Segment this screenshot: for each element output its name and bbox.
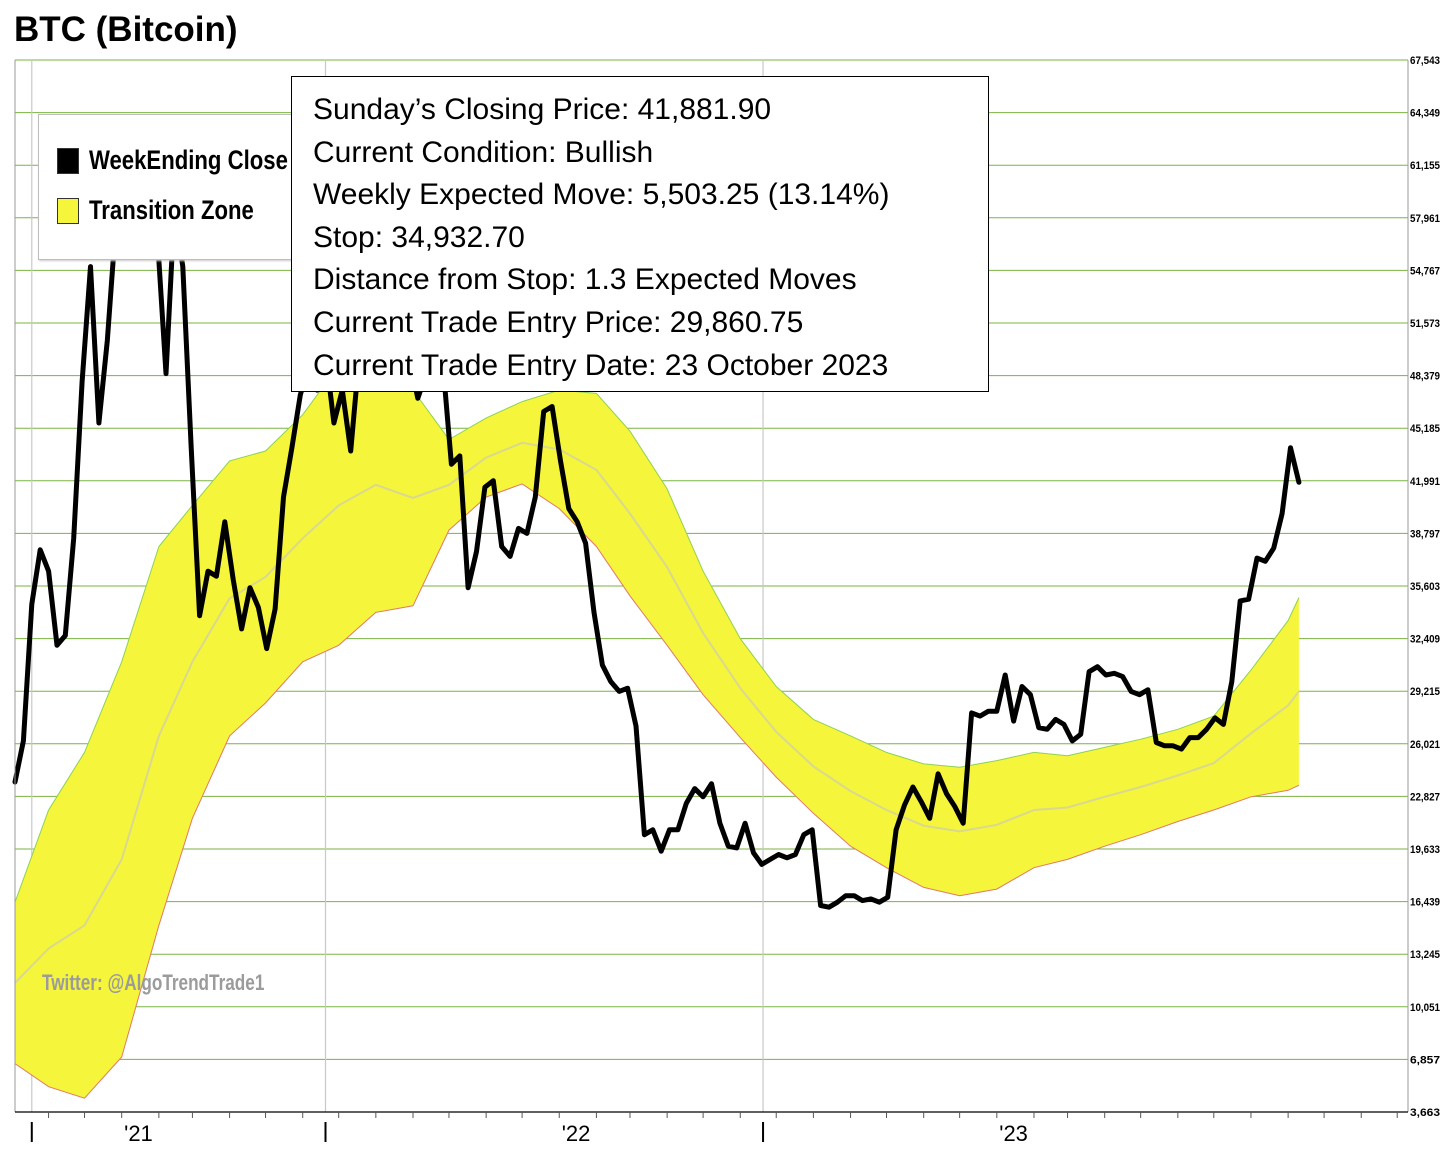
y-tick-label: 26,021 [1410,739,1440,751]
y-tick-label: 6,857 [1410,1054,1440,1066]
y-tick-label: 3,663 [1410,1107,1440,1119]
y-tick-label: 19,633 [1410,844,1440,856]
legend-swatch-zone [57,197,79,224]
y-tick-label: 32,409 [1410,634,1440,646]
y-tick-label: 57,961 [1410,213,1440,225]
y-tick-label: 13,245 [1410,949,1440,961]
y-tick-label: 38,797 [1410,528,1440,540]
y-tick-label: 41,991 [1410,476,1440,488]
y-tick-label: 51,573 [1410,318,1440,330]
weekending-close-series [12,181,1302,910]
watermark-text: Twitter: @AlgoTrendTrade1 [42,970,265,995]
info-stop: Stop: 34,932.70 [313,220,525,254]
y-tick-label: 64,349 [1410,108,1440,120]
y-tick-label: 54,767 [1410,265,1440,277]
legend-label-close: WeekEnding Close [89,145,288,175]
y-tick-label: 29,215 [1410,686,1440,698]
y-tick-label: 16,439 [1410,897,1440,909]
info-panel: Sunday’s Closing Price: 41,881.90 Curren… [291,76,989,392]
y-tick-label: 67,543 [1410,55,1440,67]
x-tick-label: '21 [124,1121,153,1146]
transition-zone-area [15,357,1299,1099]
y-tick-label: 10,051 [1410,1002,1440,1014]
chart-title: BTC (Bitcoin) [14,10,238,49]
y-tick-label: 48,379 [1410,371,1440,383]
transition-zone-band [14,356,1300,1099]
transition-zone-lower-edge [14,483,1300,1099]
legend-item-zone: Transition Zone [57,195,290,226]
x-tick-label: '22 [562,1121,591,1146]
legend: WeekEnding Close Transition Zone [38,114,298,260]
legend-swatch-close [57,147,79,174]
transition-zone-upper-edge [14,356,1300,903]
info-closing-price: Sunday’s Closing Price: 41,881.90 [313,93,772,126]
y-tick-label: 61,155 [1410,160,1440,172]
y-tick-label: 45,185 [1410,423,1440,435]
y-tick-label: 35,603 [1410,581,1440,593]
x-tick-label: '23 [999,1121,1028,1146]
info-entry-date: Current Trade Entry Date: 23 October 202… [313,348,889,382]
axes: 67,543 64,349 61,155 57,961 54,767 51,573 48,3… [14,55,1440,1146]
info-expected-move: Weekly Expected Move: 5,503.25 (13.14%) [313,178,890,212]
info-distance-from-stop: Distance from Stop: 1.3 Expected Moves [313,263,857,297]
y-tick-label: 22,827 [1410,791,1440,803]
info-entry-price: Current Trade Entry Price: 29,860.75 [313,305,804,339]
info-condition: Current Condition: Bullish [313,135,654,169]
legend-label-zone: Transition Zone [89,195,254,225]
legend-item-close: WeekEnding Close [57,145,332,176]
transition-zone-midline [14,441,1300,984]
weekending-close-line [12,181,1302,910]
